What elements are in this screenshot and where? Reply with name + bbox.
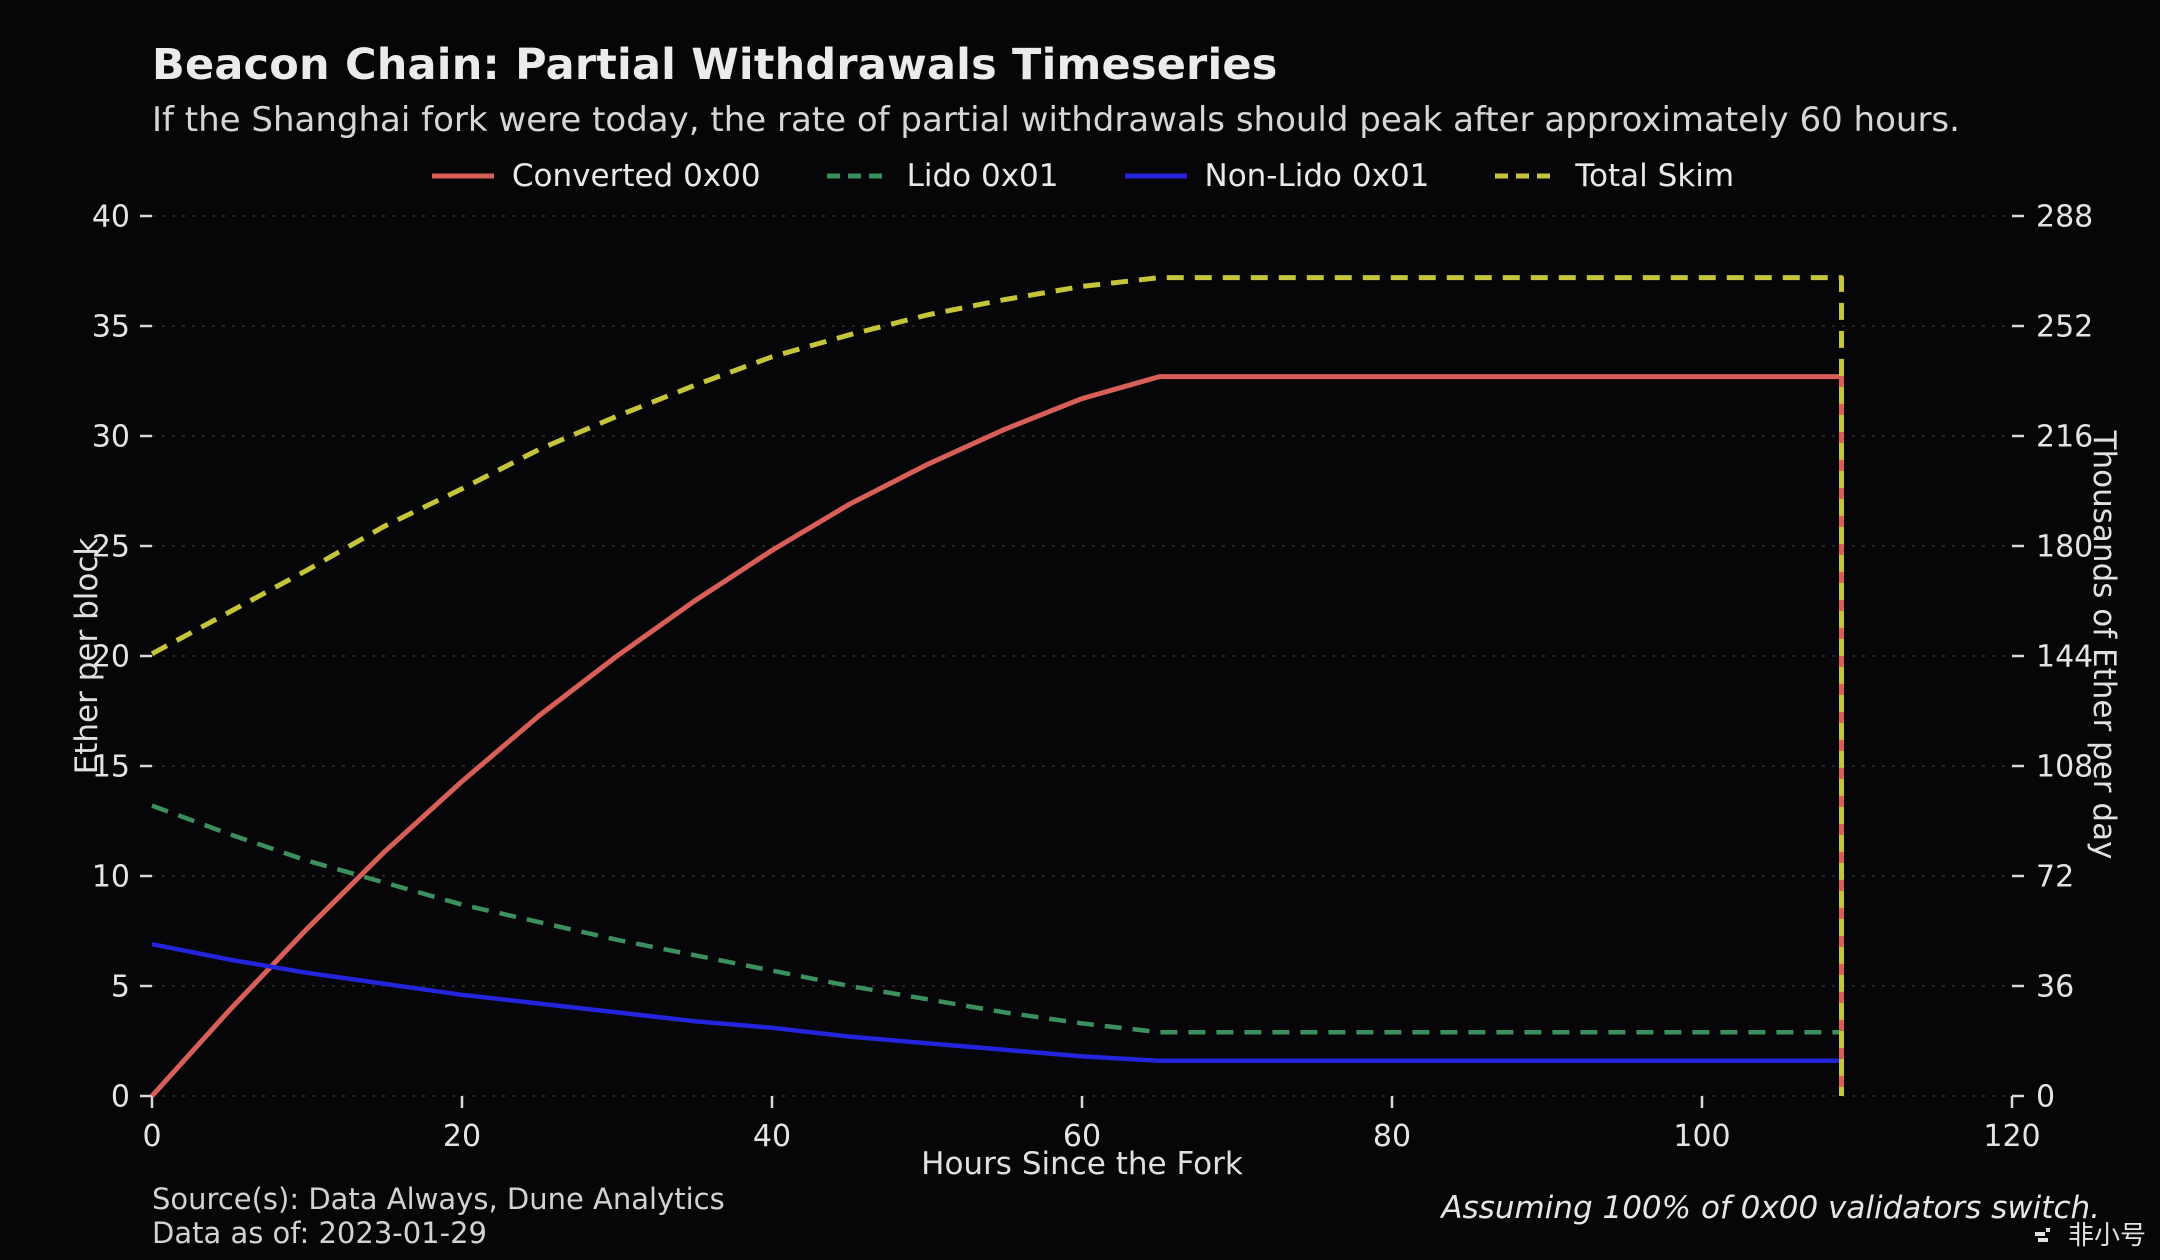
legend-label: Converted 0x00 <box>511 158 761 194</box>
legend-item-converted-0x00: Converted 0x00 <box>430 158 761 194</box>
legend-swatch-line-icon <box>1124 173 1187 179</box>
tick-label: 30 <box>92 420 130 455</box>
y-axis-label-left: Ether per block <box>69 537 105 775</box>
tick-label: 0 <box>142 1119 161 1154</box>
series-line-non-lido-0x01 <box>151 941 1842 1064</box>
series-line-lido-0x01 <box>151 803 1842 1035</box>
legend-swatch-line-icon <box>1495 173 1558 179</box>
tick-label: 5 <box>111 970 130 1005</box>
legend-label: Non-Lido 0x01 <box>1204 158 1430 194</box>
y-axis-label-right: Thousands of Ether per day <box>2086 430 2122 860</box>
legend-item-non-lido-0x01: Non-Lido 0x01 <box>1123 158 1430 194</box>
tick-label: 108 <box>2036 750 2093 785</box>
data-as-of: Data as of: 2023-01-29 <box>152 1216 488 1250</box>
tick-label: 252 <box>2036 310 2093 345</box>
tick-label: 60 <box>1063 1119 1101 1154</box>
series-line-total-skim <box>150 275 1844 1096</box>
tick-label: 35 <box>92 310 130 345</box>
chart-title: Beacon Chain: Partial Withdrawals Timese… <box>152 40 1278 90</box>
series-line-converted-0x00 <box>150 374 1844 1098</box>
x-axis-label: Hours Since the Fork <box>921 1146 1243 1182</box>
tick-label: 0 <box>111 1080 130 1115</box>
watermark-logo-icon <box>2034 1227 2050 1242</box>
tick-label: 20 <box>92 640 130 675</box>
legend-label: Total Skim <box>1575 158 1735 194</box>
legend-swatch-line-icon <box>431 173 494 179</box>
tick-label: 36 <box>2036 970 2074 1005</box>
legend-item-lido-0x01: Lido 0x01 <box>825 158 1059 194</box>
tick-label: 0 <box>2036 1080 2055 1115</box>
tick-label: 25 <box>92 530 130 565</box>
assumption-note: Assuming 100% of 0x00 validators switch. <box>1441 1190 2100 1226</box>
tick-label: 40 <box>753 1119 791 1154</box>
tick-label: 72 <box>2036 860 2074 895</box>
tick-label: 100 <box>1673 1119 1730 1154</box>
legend-swatch-line-icon <box>826 173 889 179</box>
legend-label: Lido 0x01 <box>906 158 1059 194</box>
tick-label: 216 <box>2036 420 2093 455</box>
watermark-text: 非小号 <box>2067 1221 2146 1251</box>
legend-item-total-skim: Total Skim <box>1493 158 1734 194</box>
tick-label: 20 <box>443 1119 481 1154</box>
tick-label: 120 <box>1983 1119 2040 1154</box>
tick-label: 180 <box>2036 530 2093 565</box>
tick-label: 144 <box>2036 640 2093 675</box>
tick-label: 80 <box>1373 1119 1411 1154</box>
tick-label: 288 <box>2036 200 2093 235</box>
tick-label: 10 <box>92 860 130 895</box>
watermark: 非小号 <box>2034 1215 2146 1252</box>
tick-label: 15 <box>92 750 130 785</box>
tick-label: 40 <box>92 200 130 235</box>
legend: Converted 0x00 Lido 0x01 Non-Lido 0x01 T… <box>152 158 2012 194</box>
source-credit: Source(s): Data Always, Dune Analytics <box>152 1182 725 1216</box>
chart-subtitle: If the Shanghai fork were today, the rat… <box>152 100 1960 140</box>
